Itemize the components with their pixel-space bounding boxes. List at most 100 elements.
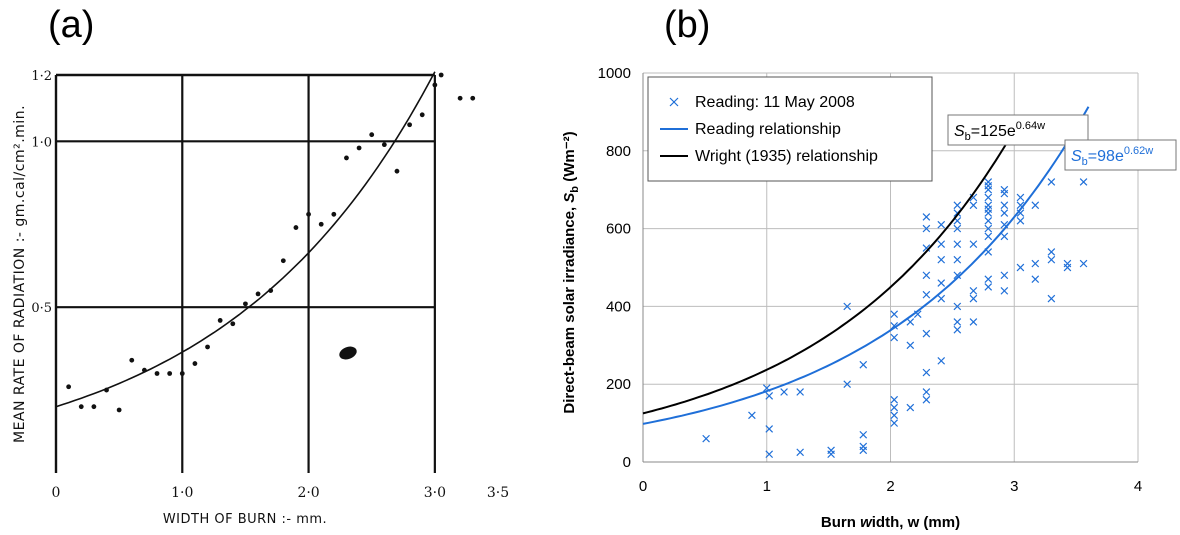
data-point bbox=[1000, 232, 1009, 241]
data-point bbox=[890, 411, 899, 420]
data-point bbox=[369, 132, 375, 138]
data-point bbox=[953, 255, 962, 264]
data-point bbox=[318, 221, 324, 227]
data-point bbox=[859, 442, 868, 451]
data-point bbox=[104, 387, 109, 393]
y-tick-label: 1·2 bbox=[31, 69, 52, 84]
legend-box bbox=[647, 76, 933, 182]
data-point bbox=[154, 371, 160, 376]
data-point bbox=[984, 224, 993, 233]
data-point bbox=[922, 271, 931, 280]
data-point bbox=[1079, 259, 1088, 268]
data-point bbox=[1000, 209, 1009, 217]
data-point bbox=[66, 384, 72, 390]
data-point bbox=[953, 224, 962, 233]
x-tick-label: 3·5 bbox=[487, 485, 509, 501]
wright-relationship-line bbox=[642, 129, 1016, 415]
data-point bbox=[1016, 263, 1025, 272]
data-point bbox=[470, 95, 476, 101]
data-point bbox=[217, 318, 223, 323]
legend-label: Wright (1935) relationship bbox=[695, 148, 878, 165]
data-point bbox=[419, 112, 425, 118]
y-tick-label: 0 bbox=[623, 454, 631, 471]
data-point bbox=[78, 404, 84, 410]
x-axis-label: WIDTH OF BURN :- mm. bbox=[163, 512, 327, 527]
data-point bbox=[890, 310, 899, 319]
data-point bbox=[922, 224, 931, 233]
data-point bbox=[280, 258, 286, 264]
data-point bbox=[381, 142, 387, 148]
data-point bbox=[1031, 275, 1040, 283]
equation-text: Sb=98e0.62w bbox=[1071, 145, 1153, 168]
data-point bbox=[969, 318, 978, 326]
data-point bbox=[1063, 259, 1072, 268]
data-point bbox=[331, 211, 337, 217]
data-point bbox=[142, 367, 147, 373]
x-tick-label: 2·0 bbox=[297, 485, 319, 501]
x-tick-label: 1 bbox=[763, 478, 771, 495]
y-tick-label: 1000 bbox=[598, 65, 631, 82]
data-point bbox=[796, 388, 804, 396]
data-point bbox=[937, 294, 946, 303]
data-point bbox=[984, 178, 993, 186]
data-point bbox=[765, 425, 774, 433]
data-point bbox=[1000, 271, 1009, 280]
data-point bbox=[937, 279, 946, 287]
data-point bbox=[1063, 263, 1072, 272]
data-point bbox=[1047, 178, 1056, 186]
y-axis-label: MEAN RATE OF RADIATION :- gm.cal/cm².min… bbox=[12, 105, 28, 443]
data-point bbox=[890, 403, 899, 412]
data-point bbox=[859, 430, 868, 439]
data-point bbox=[969, 201, 978, 210]
x-axis-label: Burn width, w (mm) bbox=[821, 514, 960, 531]
data-point bbox=[984, 216, 993, 225]
data-point bbox=[969, 287, 978, 295]
data-point bbox=[859, 446, 868, 455]
ink-blot bbox=[339, 346, 357, 360]
data-point bbox=[394, 168, 400, 174]
data-point bbox=[1000, 189, 1009, 198]
y-tick-label: 0·5 bbox=[31, 301, 52, 316]
data-point bbox=[937, 220, 946, 229]
x-tick-label: 3 bbox=[1010, 478, 1018, 495]
data-point bbox=[255, 291, 261, 297]
data-point bbox=[91, 404, 97, 410]
data-point bbox=[953, 318, 962, 326]
x-tick-label: 4 bbox=[1134, 478, 1142, 495]
chart-a: 0 1·0 2·0 3·0 3·5 0·5 1·0 1·2 MEAN RATE OF RADI… bbox=[12, 69, 509, 527]
data-point bbox=[953, 325, 962, 334]
data-point bbox=[1031, 259, 1040, 268]
reading-equation: Sb=98e0.62w bbox=[1064, 139, 1177, 171]
data-point bbox=[953, 302, 962, 311]
y-tick-label: 1·0 bbox=[31, 135, 52, 150]
data-point bbox=[984, 232, 993, 241]
data-point bbox=[843, 380, 852, 389]
data-point bbox=[116, 407, 122, 413]
data-point bbox=[1031, 201, 1040, 210]
legend-marker-x bbox=[669, 97, 679, 107]
data-point bbox=[167, 371, 173, 376]
data-point bbox=[922, 213, 931, 221]
data-point bbox=[969, 240, 978, 248]
data-point bbox=[129, 357, 135, 363]
data-point bbox=[906, 341, 915, 350]
data-point bbox=[984, 283, 993, 291]
fitted-curve bbox=[55, 71, 436, 408]
data-point bbox=[748, 411, 756, 420]
data-point bbox=[859, 360, 868, 369]
data-point bbox=[922, 395, 931, 404]
data-point bbox=[953, 201, 962, 210]
data-point bbox=[765, 450, 774, 459]
x-tick-label: 3·0 bbox=[424, 485, 446, 501]
data-point bbox=[457, 95, 463, 101]
y-tick-label: 800 bbox=[606, 143, 631, 160]
data-point bbox=[937, 240, 946, 248]
chart-b: 0 1 2 3 4 0 200 400 600 800 1000 Reading: 11 May 2… bbox=[561, 65, 1177, 531]
panel-b-label: (b) bbox=[664, 4, 711, 46]
data-point bbox=[432, 82, 438, 88]
data-point bbox=[843, 302, 852, 311]
y-tick-label: 200 bbox=[606, 376, 631, 393]
data-point bbox=[827, 450, 835, 459]
data-point bbox=[890, 333, 899, 342]
data-point bbox=[890, 419, 899, 427]
